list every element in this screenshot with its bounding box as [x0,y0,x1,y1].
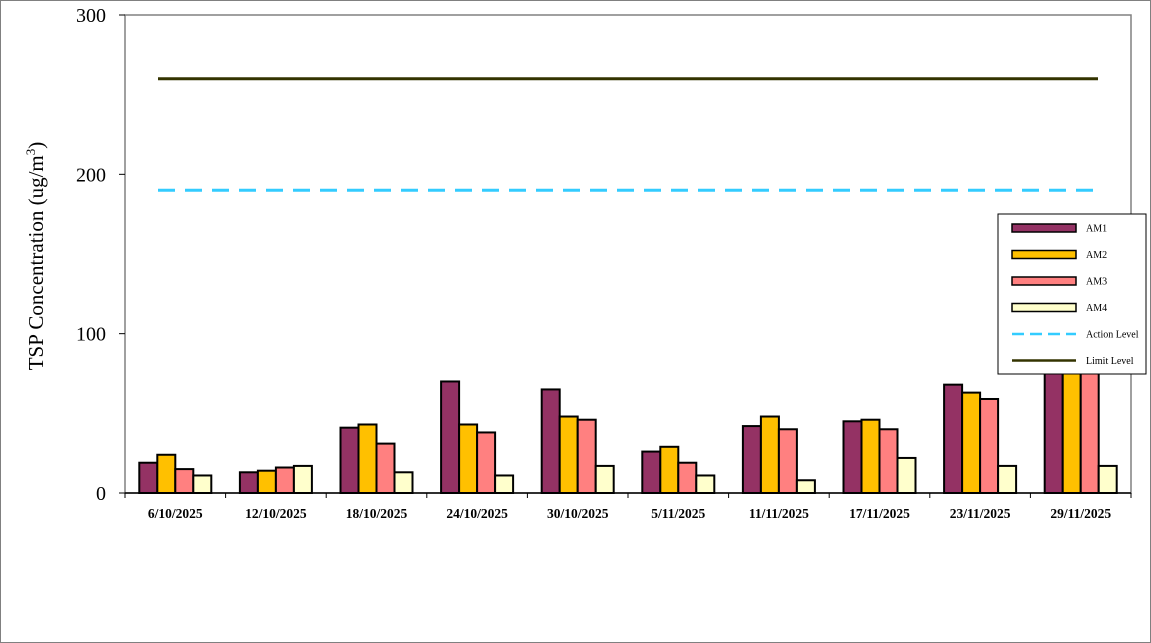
bar-am2-6 [659,445,680,494]
legend-swatch-am3 [1011,276,1077,286]
y-axis-title-main: TSP Concentration (ug/m [24,155,48,370]
bar-am1-4 [440,380,461,495]
y-tick-label: 300 [76,5,106,27]
bar-am3-3 [375,442,396,494]
bar-am1-8 [842,420,863,494]
bar-am1-3 [339,426,360,495]
x-tick-label: 17/11/2025 [849,506,910,521]
x-tick-label: 11/11/2025 [749,506,809,521]
bar-am4-2 [292,464,313,494]
legend-label-action-level: Action Level [1086,330,1139,341]
x-tick-label: 18/10/2025 [346,506,408,521]
legend-swatch-am2 [1011,249,1077,260]
bar-am4-7 [795,479,816,494]
bar-am1-5 [540,388,561,494]
y-tick-label: 100 [76,324,106,346]
bar-am4-9 [997,464,1018,494]
legend-label-limit-level: Limit Level [1086,356,1134,367]
bar-am1-2 [238,471,259,494]
bar-am3-6 [677,461,698,494]
x-tick-label: 23/11/2025 [950,506,1011,521]
reference-lines-layer [158,77,1098,192]
bar-am3-10 [1079,364,1100,494]
bar-am3-1 [174,468,195,495]
y-axis-title: TSP Concentration (ug/m3) [23,142,48,371]
bar-am2-1 [156,453,177,495]
bar-am2-9 [961,391,982,494]
x-tick-label: 29/11/2025 [1050,506,1111,521]
x-tick-label: 5/11/2025 [651,506,705,521]
axis-layer: 0 100 200 300 6/10/2025 12/10/2025 18/10/2025 2… [76,5,1132,521]
bar-am1-7 [741,425,762,494]
legend: AM1 AM2 AM3 AM4 Action Level Limit Level [997,213,1147,375]
bar-am4-3 [393,471,414,494]
x-tick-label: 30/10/2025 [547,506,609,521]
bar-am4-6 [695,474,716,494]
bar-am2-2 [256,469,277,494]
legend-label-am1: AM1 [1086,224,1107,235]
bar-am2-10 [1061,364,1082,494]
bar-am1-9 [943,383,964,494]
bar-am4-8 [896,456,917,494]
bar-am3-5 [576,418,597,494]
bar-am1-6 [641,450,662,494]
x-tick-label: 6/10/2025 [148,506,203,521]
y-axis-title-suffix: ) [24,142,48,149]
bar-am4-5 [594,464,615,494]
legend-label-am2: AM2 [1086,250,1107,261]
bar-am1-1 [138,461,159,494]
legend-swatch-am4 [1011,302,1077,313]
bar-am4-4 [494,474,515,494]
legend-label-am4: AM4 [1086,303,1107,314]
bar-am2-3 [357,423,378,494]
bar-am1-10 [1043,364,1064,494]
bar-am2-8 [860,418,881,494]
bar-am3-2 [274,466,295,494]
y-tick-label: 200 [76,164,106,186]
bar-am4-10 [1097,464,1118,494]
x-tick-label: 12/10/2025 [245,506,307,521]
legend-label-am3: AM3 [1086,277,1107,288]
y-tick-label: 0 [96,483,106,505]
legend-swatch-am1 [1011,223,1077,233]
y-axis-title-superscript: 3 [23,149,38,156]
bar-am3-9 [979,397,1000,495]
bar-am3-8 [878,428,899,494]
bar-am3-7 [777,428,798,494]
bar-am3-4 [476,431,497,495]
x-tick-label: 24/10/2025 [446,506,508,521]
bar-am4-1 [192,474,213,494]
bar-am2-4 [458,423,479,494]
legend-box [997,213,1147,375]
bar-am2-5 [558,415,579,494]
bars-layer [138,364,1118,495]
bar-am2-7 [759,415,780,494]
